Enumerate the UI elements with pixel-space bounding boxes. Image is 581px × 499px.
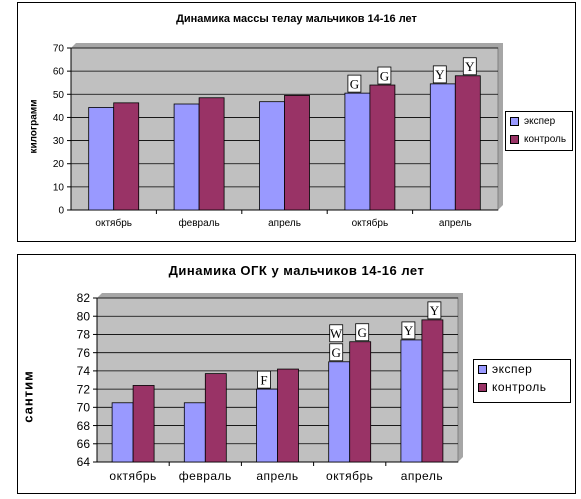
annotation-label: W — [330, 326, 343, 341]
bar-eksper — [173, 103, 200, 211]
y-tick-label: 50 — [53, 90, 65, 101]
y-tick-label: 78 — [77, 328, 91, 342]
annotation-label: G — [358, 325, 367, 340]
legend-item-kontrol: контроль — [474, 378, 570, 396]
bar-kontrol — [369, 84, 396, 211]
bar-kontrol — [284, 95, 310, 211]
legend-swatch — [510, 116, 519, 126]
annotation-label: G — [380, 68, 389, 83]
annotation-box — [355, 323, 370, 342]
legend-label: контроль — [492, 380, 547, 394]
x-tick-label: февраль — [179, 469, 232, 483]
annotation-box — [427, 301, 442, 320]
y-tick-label: 70 — [53, 44, 65, 55]
annotation-box — [257, 370, 271, 389]
annotation-box — [329, 343, 344, 362]
y-tick-label: 70 — [77, 401, 91, 415]
y-tick-label: 80 — [77, 309, 91, 323]
bar-kontrol — [113, 102, 140, 211]
chart-mass-panel: Динамика массы телау мальчиков 14-16 лет… — [17, 2, 576, 242]
x-tick-label: апрель — [268, 218, 301, 229]
annotation-label: Y — [465, 59, 475, 74]
x-tick-label: февраль — [178, 217, 219, 229]
bar-eksper — [328, 361, 351, 463]
annotation-label: G — [332, 345, 341, 360]
bar-kontrol — [132, 385, 155, 463]
legend-label: экспер — [492, 362, 533, 376]
annotation-box — [401, 321, 416, 340]
y-tick-label: 0 — [58, 206, 64, 217]
annotation-box — [347, 74, 362, 93]
x-tick-label: апрель — [256, 469, 298, 483]
x-tick-label: октябрь — [109, 469, 156, 483]
bar-eksper — [183, 402, 206, 463]
chart-chest-plot: 64 66 68 70 72 74 76 78 80 82 октябрь февраль апрель… — [77, 291, 463, 483]
legend-swatch — [478, 382, 487, 392]
y-tick-label: 68 — [77, 419, 91, 433]
bar-kontrol — [421, 319, 444, 463]
bar-eksper — [111, 402, 134, 463]
legend-item-kontrol: контроль — [506, 130, 572, 148]
legend-swatch — [478, 364, 487, 374]
x-tick-label: апрель — [439, 218, 472, 229]
bar-kontrol — [198, 97, 225, 211]
annotation-label: Y — [404, 323, 414, 338]
annotation-label: Y — [435, 67, 445, 82]
y-tick-label: 64 — [77, 455, 91, 469]
annotation-box — [462, 57, 477, 76]
y-tick-label: 82 — [77, 291, 91, 305]
bar-eksper — [259, 101, 285, 211]
y-tick-label: 30 — [53, 136, 65, 147]
chart-mass-plot: 0 10 20 30 40 50 60 70 октябрь февраль апрель октяб… — [53, 43, 503, 229]
y-tick-label: 60 — [53, 67, 65, 78]
legend-label: контроль — [524, 133, 567, 145]
bar-eksper — [400, 339, 423, 463]
bar-kontrol — [349, 341, 372, 463]
legend: экспер контроль — [505, 111, 573, 151]
annotation-label: F — [260, 372, 267, 387]
x-tick-label: октябрь — [95, 217, 132, 229]
y-tick-label: 40 — [53, 113, 65, 124]
annotation-box — [377, 66, 392, 85]
x-tick-label: октябрь — [326, 469, 373, 483]
y-tick-label: 10 — [53, 182, 65, 193]
legend-label: экспер — [524, 115, 556, 127]
annotation-box — [329, 324, 344, 343]
legend-swatch — [510, 134, 519, 144]
chart-title: Динамика ОГК у мальчиков 14-16 лет — [168, 263, 425, 278]
chart-title: Динамика массы телау мальчиков 14-16 лет — [176, 13, 417, 25]
chart-chest-panel: Динамика ОГК у мальчиков 14-16 лет санти… — [17, 254, 576, 494]
annotation-label: Y — [430, 303, 440, 318]
bar-eksper — [256, 388, 278, 463]
bar-kontrol — [204, 373, 227, 463]
y-tick-label: 76 — [77, 346, 91, 360]
bar-eksper — [88, 107, 115, 211]
bar-eksper — [344, 92, 371, 211]
x-tick-label: апрель — [401, 469, 443, 483]
bar-kontrol — [277, 368, 299, 463]
y-tick-label: 66 — [77, 437, 91, 451]
y-tick-label: 20 — [53, 159, 65, 170]
legend: экспер контроль — [473, 359, 571, 403]
x-tick-label: октябрь — [352, 217, 389, 229]
bar-kontrol — [454, 75, 481, 211]
y-tick-label: 74 — [77, 364, 91, 378]
y-tick-label: 72 — [77, 382, 91, 396]
annotation-box — [432, 65, 447, 84]
legend-item-eksper: экспер — [506, 112, 572, 130]
annotation-label: G — [350, 76, 359, 91]
legend-item-eksper: экспер — [474, 360, 570, 378]
bar-eksper — [429, 83, 456, 211]
